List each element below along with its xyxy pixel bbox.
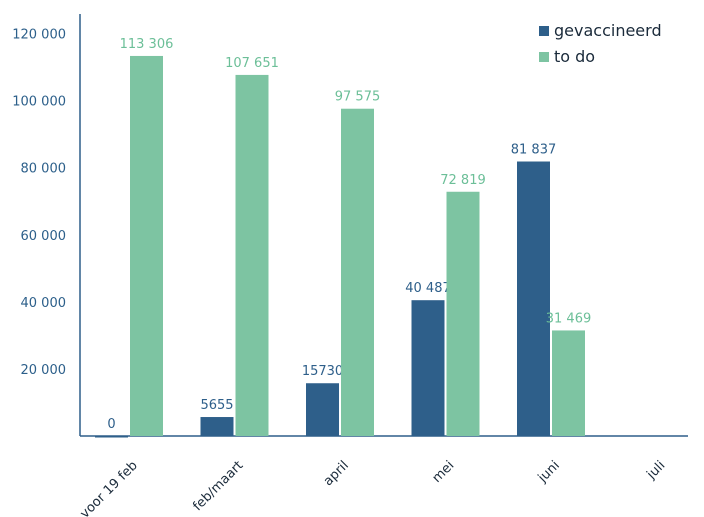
data-label: 97 575 (335, 90, 381, 105)
legend-swatch (539, 52, 549, 62)
legend-label: gevaccineerd (554, 21, 662, 40)
x-tick-label: april (321, 458, 352, 489)
bar-gevaccineerd (411, 300, 445, 436)
bar-gevaccineerd (95, 436, 128, 438)
data-label: 15730 (302, 364, 343, 379)
x-tick-label: feb/maart (190, 458, 246, 514)
y-tick-label: 40 000 (21, 296, 67, 311)
legend-label: to do (554, 47, 595, 66)
data-label: 5655 (200, 398, 233, 413)
x-tick-label: juni (535, 458, 563, 486)
bar-gevaccineerd (517, 161, 550, 436)
y-tick-label: 80 000 (21, 162, 67, 177)
data-label: 31 469 (546, 311, 592, 326)
bar-to-do (130, 55, 163, 437)
bar-to-do (552, 330, 585, 436)
bar-to-do (341, 108, 374, 436)
y-tick-label: 60 000 (21, 229, 67, 244)
data-label: 72 819 (440, 173, 486, 188)
data-label: 0 (107, 417, 115, 432)
y-tick-label: 20 000 (21, 363, 67, 378)
data-label: 113 306 (120, 37, 174, 52)
x-tick-label: mei (430, 458, 458, 486)
legend-swatch (539, 26, 549, 36)
y-tick-label: 120 000 (12, 28, 66, 43)
data-label: 107 651 (225, 56, 279, 71)
x-tick-label: voor 19 feb (77, 458, 140, 517)
data-label: 81 837 (511, 143, 557, 158)
bar-gevaccineerd (306, 383, 339, 436)
x-tick-label: juli (644, 458, 669, 483)
bar-gevaccineerd (200, 417, 234, 436)
bar-to-do (446, 191, 480, 436)
y-tick-label: 100 000 (12, 95, 66, 110)
data-label: 40 487 (405, 281, 451, 296)
bar-to-do (235, 74, 269, 437)
